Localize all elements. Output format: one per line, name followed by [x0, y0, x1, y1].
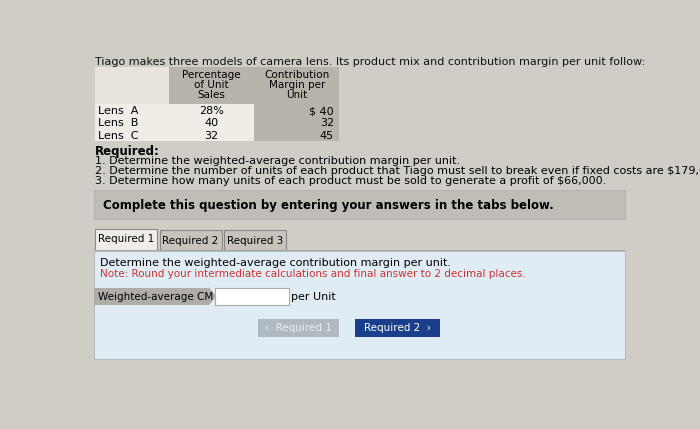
Text: 28%: 28%: [199, 106, 224, 116]
Bar: [216, 288, 289, 305]
Text: 45: 45: [320, 131, 334, 141]
Text: per Unit: per Unit: [291, 292, 336, 302]
Text: 32: 32: [320, 118, 334, 128]
Text: Lens  B: Lens B: [98, 118, 139, 128]
Bar: [224, 230, 286, 250]
Text: 32: 32: [204, 131, 218, 141]
Text: Tiago makes three models of camera lens. Its product mix and contribution margin: Tiago makes three models of camera lens.…: [95, 57, 645, 67]
Text: Contribution: Contribution: [264, 70, 330, 80]
Bar: [254, 128, 340, 141]
Text: Required 1: Required 1: [98, 234, 155, 244]
Text: Weighted-average CM: Weighted-average CM: [97, 292, 213, 302]
Bar: [169, 67, 254, 104]
Bar: [95, 128, 335, 141]
Text: $ 40: $ 40: [309, 106, 334, 116]
Text: 2. Determine the number of units of each product that Tiago must sell to break e: 2. Determine the number of units of each…: [95, 166, 700, 176]
Bar: [94, 288, 209, 305]
Bar: [160, 230, 222, 250]
Text: Required 3: Required 3: [227, 236, 283, 245]
Bar: [95, 67, 335, 140]
Bar: [254, 116, 340, 128]
Text: Note: Round your intermediate calculations and final answer to 2 decimal places.: Note: Round your intermediate calculatio…: [100, 269, 526, 278]
Bar: [95, 104, 335, 116]
Text: of Unit: of Unit: [194, 80, 229, 90]
Text: Required 2  ›: Required 2 ›: [364, 323, 431, 333]
Polygon shape: [209, 288, 216, 305]
Text: Lens  A: Lens A: [98, 106, 139, 116]
Text: Sales: Sales: [197, 90, 225, 100]
Text: Required:: Required:: [95, 145, 160, 158]
Text: Complete this question by entering your answers in the tabs below.: Complete this question by entering your …: [103, 199, 554, 211]
Text: Unit: Unit: [286, 90, 307, 100]
Text: Margin per: Margin per: [269, 80, 325, 90]
Bar: [258, 319, 340, 337]
Bar: [95, 116, 335, 128]
Text: 3. Determine how many units of each product must be sold to generate a profit of: 3. Determine how many units of each prod…: [95, 176, 606, 186]
Bar: [254, 104, 340, 116]
Text: 40: 40: [204, 118, 218, 128]
Bar: [94, 251, 625, 359]
Bar: [94, 250, 625, 251]
Text: Percentage: Percentage: [182, 70, 241, 80]
Bar: [94, 227, 625, 250]
Text: Determine the weighted-average contribution margin per unit.: Determine the weighted-average contribut…: [100, 258, 451, 268]
Text: 1. Determine the weighted-average contribution margin per unit.: 1. Determine the weighted-average contri…: [95, 156, 461, 166]
Text: ‹  Required 1: ‹ Required 1: [265, 323, 332, 333]
Bar: [94, 190, 625, 219]
Text: Required 2: Required 2: [162, 236, 218, 245]
Text: Lens  C: Lens C: [98, 131, 139, 141]
Bar: [95, 229, 158, 250]
Bar: [355, 319, 440, 337]
Bar: [254, 67, 340, 104]
